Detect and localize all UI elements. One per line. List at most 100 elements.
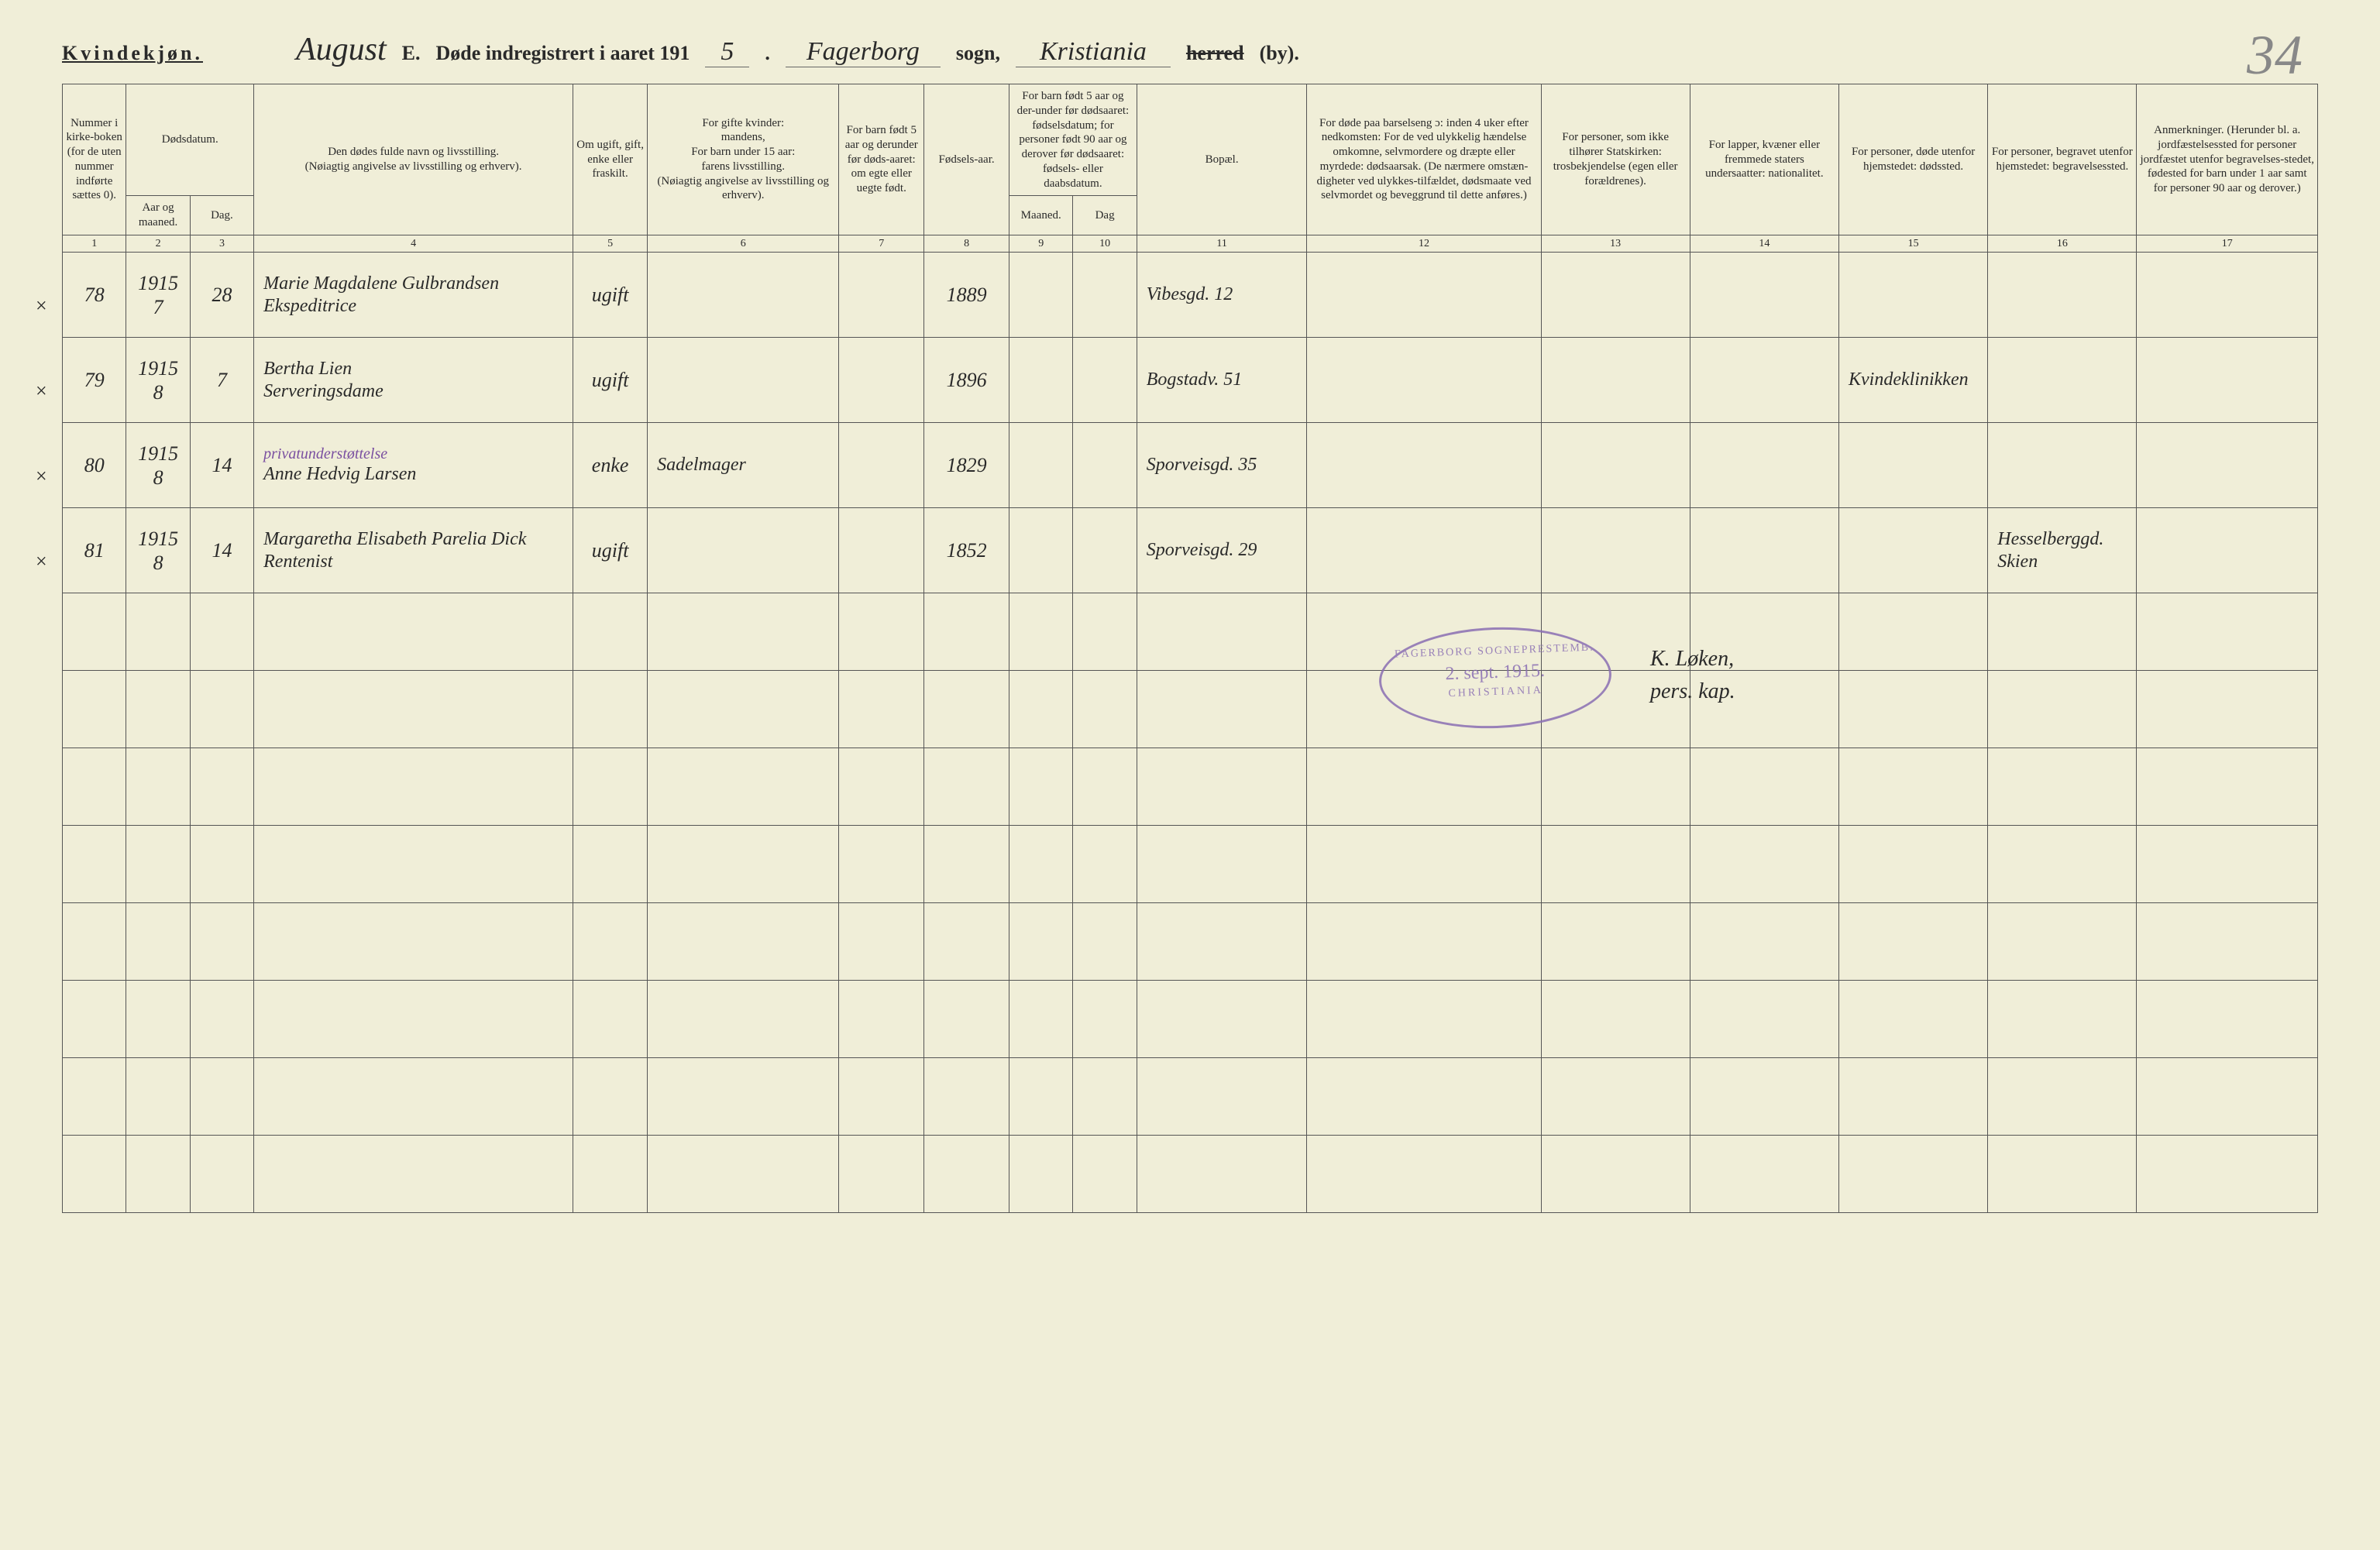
table-row-empty — [63, 1136, 2318, 1213]
colnum: 2 — [126, 235, 190, 253]
table-row: 80 19158 14 privatunderstøttelse Anne He… — [63, 423, 2318, 508]
col-header-9-10: For barn født 5 aar og der-under før død… — [1009, 84, 1137, 196]
title-printed: Døde indregistrert i aaret 191 — [436, 42, 690, 65]
page-number-corner: 34 — [2247, 23, 2303, 88]
col-header-4: Den dødes fulde navn og livsstilling.(Nø… — [254, 84, 573, 235]
col-header-9: Maaned. — [1009, 196, 1073, 235]
col10 — [1073, 423, 1137, 508]
signature-block: K. Løken, pers. kap. — [1650, 643, 1735, 708]
col14 — [1690, 508, 1838, 593]
entry-number: 81 — [63, 508, 126, 593]
col6 — [648, 253, 839, 338]
table-body: 78 19157 28 Marie Magdalene GulbrandsenE… — [63, 253, 2318, 1213]
entry-number: 80 — [63, 423, 126, 508]
col9 — [1009, 253, 1073, 338]
col-header-2b-dag: Dag. — [190, 196, 253, 235]
table-row: 79 19158 7 Bertha LienServeringsdame ugi… — [63, 338, 2318, 423]
col15 — [1839, 508, 1988, 593]
colnum: 12 — [1307, 235, 1541, 253]
col7 — [839, 253, 924, 338]
day: 28 — [190, 253, 253, 338]
year-month: 19158 — [126, 423, 190, 508]
stamp-line1: FAGERBORG SOGNEPRESTEMB. — [1381, 641, 1608, 662]
col9 — [1009, 423, 1073, 508]
bopael: Vibesgd. 12 — [1137, 253, 1307, 338]
margin-x-mark: × — [36, 294, 47, 318]
col6 — [648, 338, 839, 423]
birth-year: 1829 — [924, 423, 1009, 508]
table-row-empty — [63, 903, 2318, 981]
colnum: 6 — [648, 235, 839, 253]
bopael: Sporveisgd. 29 — [1137, 508, 1307, 593]
name-occupation: Marie Magdalene GulbrandsenEkspeditrice — [254, 253, 573, 338]
col16: Hesselberggd.Skien — [1988, 508, 2137, 593]
col7 — [839, 423, 924, 508]
year-month: 19158 — [126, 508, 190, 593]
col10 — [1073, 338, 1137, 423]
col-header-5: Om ugift, gift, enke eller fraskilt. — [573, 84, 648, 235]
col12 — [1307, 508, 1541, 593]
herred-strike: herred — [1186, 42, 1244, 65]
margin-x-mark: × — [36, 550, 47, 573]
col6 — [648, 508, 839, 593]
colnum: 1 — [63, 235, 126, 253]
col15 — [1839, 253, 1988, 338]
signature-name: K. Løken, — [1650, 643, 1735, 675]
col16 — [1988, 338, 2137, 423]
gender-label: Kvindekjøn. — [62, 42, 203, 65]
col-header-17: Anmerkninger. (Herunder bl. a. jordfæste… — [2137, 84, 2318, 235]
col-header-2b-aar: Aar og maaned. — [126, 196, 190, 235]
name-occupation: Bertha LienServeringsdame — [254, 338, 573, 423]
table-row-empty — [63, 1058, 2318, 1136]
col17 — [2137, 338, 2318, 423]
col10 — [1073, 508, 1137, 593]
birth-year: 1852 — [924, 508, 1009, 593]
col15: Kvindeklinikken — [1839, 338, 1988, 423]
table-row-empty — [63, 593, 2318, 671]
colnum: 9 — [1009, 235, 1073, 253]
colnum: 16 — [1988, 235, 2137, 253]
col14 — [1690, 338, 1838, 423]
birth-year: 1896 — [924, 338, 1009, 423]
table-row-empty — [63, 671, 2318, 748]
col7 — [839, 338, 924, 423]
col-header-6: For gifte kvinder:mandens,For barn under… — [648, 84, 839, 235]
colnum: 14 — [1690, 235, 1838, 253]
table-row: 78 19157 28 Marie Magdalene GulbrandsenE… — [63, 253, 2318, 338]
by-label: (by). — [1260, 42, 1299, 65]
table-row-empty — [63, 748, 2318, 826]
marital-status: enke — [573, 423, 648, 508]
year-month: 19158 — [126, 338, 190, 423]
colnum: 7 — [839, 235, 924, 253]
parish-label: sogn, — [956, 42, 1000, 65]
table-row-empty — [63, 981, 2318, 1058]
table-row-empty — [63, 826, 2318, 903]
bopael: Sporveisgd. 35 — [1137, 423, 1307, 508]
col-header-2a: Dødsdatum. — [126, 84, 254, 196]
section-letter: E. — [402, 42, 421, 65]
name-occupation: Margaretha Elisabeth Parelia DickRenteni… — [254, 508, 573, 593]
marital-status: ugift — [573, 338, 648, 423]
parish-handwritten: Fagerborg — [786, 37, 941, 67]
entry-number: 79 — [63, 338, 126, 423]
col-header-12: For døde paa barselseng ɔ: inden 4 uker … — [1307, 84, 1541, 235]
col15 — [1839, 423, 1988, 508]
colnum: 4 — [254, 235, 573, 253]
col13 — [1541, 508, 1690, 593]
col17 — [2137, 508, 2318, 593]
colnum: 13 — [1541, 235, 1690, 253]
city-handwritten: Kristiania — [1016, 37, 1171, 67]
name-text: Anne Hedvig Larsen — [263, 464, 416, 484]
col-header-8: Fødsels-aar. — [924, 84, 1009, 235]
col-header-1: Nummer i kirke-boken (for de uten nummer… — [63, 84, 126, 235]
col9 — [1009, 508, 1073, 593]
form-header: Kvindekjøn. August E. Døde indregistrert… — [62, 31, 2318, 68]
col12 — [1307, 338, 1541, 423]
col6: Sadelmager — [648, 423, 839, 508]
day: 14 — [190, 508, 253, 593]
year-month: 19157 — [126, 253, 190, 338]
day: 14 — [190, 423, 253, 508]
register-table: Nummer i kirke-boken (for de uten nummer… — [62, 84, 2318, 1213]
colnum: 11 — [1137, 235, 1307, 253]
colnum: 5 — [573, 235, 648, 253]
